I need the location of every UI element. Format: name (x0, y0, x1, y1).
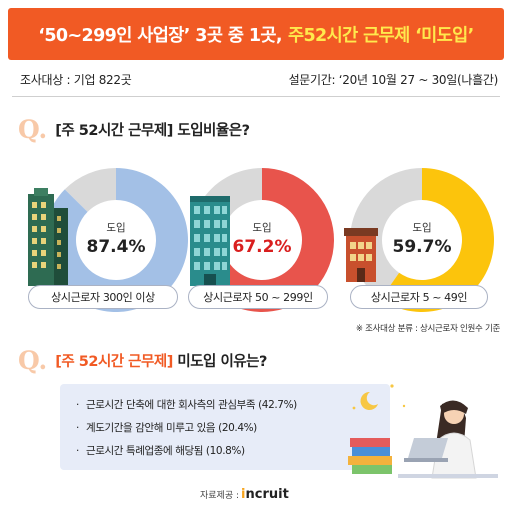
donut-center-3: 도입 59.7% (382, 200, 462, 280)
question-2: Q. [주 52시간 근무제] 미도입 이유는? (18, 346, 267, 374)
category-label-5-49: 상시근로자 5 ~ 49인 (350, 285, 488, 309)
category-label-50-299: 상시근로자 50 ~ 299인 (188, 285, 328, 309)
title-banner: ‘50~299인 사업장’ 3곳 중 1곳, 주52시간 근무제 ‘미도입’ (8, 8, 504, 60)
reason-text: 계도기간을 감안해 미루고 있음 (20.4%) (86, 422, 257, 434)
center-label-3: 도입 (412, 222, 432, 234)
q-mark: Q. (18, 114, 48, 144)
building-glass-teal-icon (190, 196, 230, 286)
donut-value-arc-1 (43, 168, 188, 312)
value-label-2: 67.2% (232, 237, 292, 257)
q-mark-2: Q. (18, 345, 48, 375)
divider (12, 96, 500, 97)
question-2-text: [주 52시간 근무제] 미도입 이유는? (55, 350, 267, 371)
reasons-list: · 근로시간 단축에 대한 회사측의 관심부족 (42.7%) · 계도기간을 감안… (60, 384, 390, 470)
banner-title-highlight: 주52시간 근무제 ‘미도입’ (287, 25, 474, 46)
list-item: · 근로시간 단축에 대한 회사측의 관심부족 (42.7%) (76, 394, 390, 417)
donut-center-2: 도입 67.2% (222, 200, 302, 280)
category-label-300-plus: 상시근로자 300인 이상 (28, 285, 178, 309)
bullet: · (76, 399, 79, 411)
incruit-logo: incruit (241, 487, 289, 502)
survey-subject: 조사대상 : 기업 822곳 (20, 73, 132, 87)
question-1: Q. [주 52시간 근무제] 도입비율은? (18, 114, 250, 144)
banner-title-part1: ‘50~299인 사업장’ 3곳 중 1곳, (38, 25, 282, 46)
list-item: · 근로시간 특례업종에 해당됨 (10.8%) (76, 440, 390, 463)
question-2-rest: 미도입 이유는? (172, 353, 267, 370)
value-label-3: 59.7% (392, 237, 452, 257)
survey-period: 설문기간: ‘20년 10월 27 ~ 30일(나흘간) (288, 73, 499, 87)
donut-value-arc-3 (380, 168, 494, 312)
value-label-1: 87.4% (86, 237, 146, 257)
building-brick-small-icon (344, 228, 378, 282)
building-tall-green-icon (28, 188, 68, 286)
donut-chart-300-plus: 도입 87.4% (36, 160, 196, 320)
source-label: 자료제공 : (200, 490, 240, 501)
center-label-2: 도입 (252, 222, 272, 234)
question-1-text: [주 52시간 근무제] 도입비율은? (55, 122, 250, 139)
logo-text: ncruit (245, 486, 289, 502)
woman-laptop-books-moon-icon (348, 384, 498, 479)
donut-remainder-1 (64, 168, 116, 212)
logo-mark: i (241, 486, 246, 502)
bullet: · (76, 422, 79, 434)
question-2-highlight: [주 52시간 근무제] (55, 353, 173, 370)
donut-center-1: 도입 87.4% (76, 200, 156, 280)
list-item: · 계도기간을 감안해 미루고 있음 (20.4%) (76, 417, 390, 440)
source-credit: 자료제공 : incruit (200, 484, 289, 504)
donut-value-arc-2 (198, 168, 334, 312)
footnote: ※ 조사대상 분류 : 상시근로자 인원수 기준 (355, 324, 500, 334)
survey-info: 조사대상 : 기업 822곳 설문기간: ‘20년 10월 27 ~ 30일(나… (12, 68, 500, 88)
center-label-1: 도입 (106, 222, 126, 234)
donut-svg-1 (43, 168, 188, 312)
reason-text: 근로시간 특례업종에 해당됨 (10.8%) (86, 445, 245, 457)
bullet: · (76, 445, 79, 457)
reason-text: 근로시간 단축에 대한 회사측의 관심부족 (42.7%) (86, 399, 297, 411)
